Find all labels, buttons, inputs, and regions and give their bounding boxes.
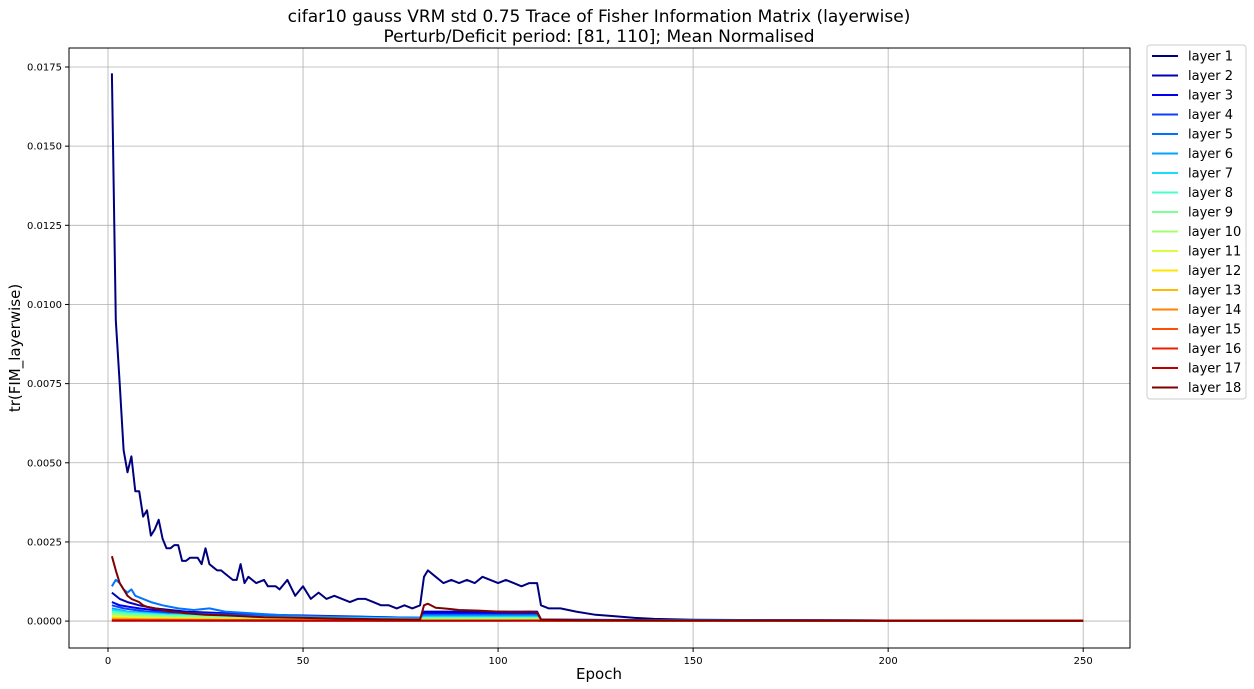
y-tick-label: 0.0175 [27, 62, 62, 73]
legend-label: layer 15 [1188, 323, 1241, 338]
chart-subtitle: Perturb/Deficit period: [81, 110]; Mean … [383, 27, 814, 47]
x-tick-label: 150 [684, 656, 703, 667]
plot-lines [110, 73, 1084, 622]
y-tick-label: 0.0150 [27, 142, 62, 153]
legend-label: layer 18 [1188, 381, 1241, 396]
legend-label: layer 14 [1188, 303, 1241, 318]
grid [69, 48, 1130, 648]
y-ticks: 0.0000 0.0025 0.0050 0.0075 0.0100 0.0125 0.01… [27, 62, 69, 628]
x-ticks: 0 50 100 150 200 250 [105, 648, 1093, 667]
legend-label: layer 9 [1188, 206, 1233, 221]
legend-label: layer 3 [1188, 89, 1233, 104]
legend-label: layer 17 [1188, 362, 1241, 377]
legend: layer 1 layer 2 layer 3 layer 4 layer 5 layer… [1146, 44, 1247, 400]
y-tick-label: 0.0025 [27, 537, 62, 548]
x-tick-label: 50 [297, 656, 310, 667]
legend-label: layer 12 [1188, 264, 1241, 279]
legend-label: layer 4 [1188, 108, 1233, 123]
legend-label: layer 6 [1188, 147, 1233, 162]
y-tick-label: 0.0050 [27, 458, 62, 469]
series-line-layer-1 [110, 73, 1084, 622]
legend-label: layer 5 [1188, 128, 1233, 143]
y-axis-label: tr(FIM_layerwise) [6, 284, 25, 412]
x-tick-label: 0 [105, 656, 111, 667]
legend-label: layer 1 [1188, 50, 1233, 65]
y-tick-label: 0.0125 [27, 221, 62, 232]
legend-label: layer 11 [1188, 245, 1241, 260]
legend-label: layer 2 [1188, 69, 1233, 84]
x-axis-label: Epoch [576, 665, 622, 683]
y-tick-label: 0.0000 [27, 617, 62, 628]
x-tick-label: 100 [489, 656, 508, 667]
y-tick-label: 0.0075 [27, 379, 62, 390]
plot-frame [68, 47, 1131, 649]
legend-label: layer 13 [1188, 284, 1241, 299]
legend-label: layer 16 [1188, 342, 1241, 357]
legend-label: layer 8 [1188, 186, 1233, 201]
series-line-layer-18 [110, 555, 1084, 622]
chart-title: cifar10 gauss VRM std 0.75 Trace of Fish… [288, 7, 911, 27]
y-tick-label: 0.0100 [27, 300, 62, 311]
legend-label: layer 7 [1188, 167, 1233, 182]
x-tick-label: 250 [1074, 656, 1093, 667]
legend-label: layer 10 [1188, 225, 1241, 240]
x-tick-label: 200 [879, 656, 898, 667]
